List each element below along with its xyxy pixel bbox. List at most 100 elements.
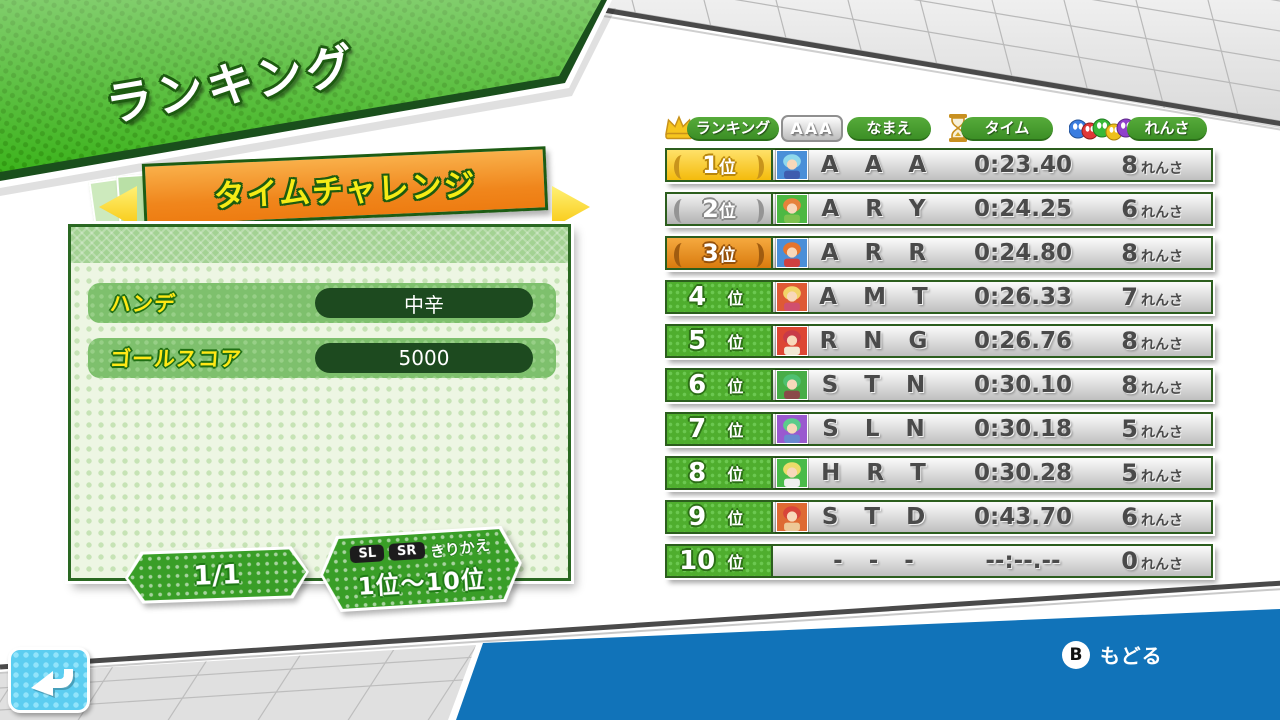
player-name: H R T bbox=[821, 460, 935, 486]
rank-suffix: 位 bbox=[727, 421, 744, 440]
setting-value: 中辛 bbox=[315, 288, 533, 318]
chain-suffix: れんさ bbox=[1141, 513, 1183, 529]
chain-suffix: れんさ bbox=[1141, 293, 1183, 309]
touch-back-button[interactable] bbox=[8, 647, 90, 713]
header-chain: れんさ bbox=[1127, 117, 1207, 141]
back-label: もどる bbox=[1100, 644, 1163, 668]
character-avatar bbox=[776, 414, 808, 444]
chain-count: 6 bbox=[1121, 503, 1138, 531]
rank-range-switcher[interactable]: SL SR きりかえ 1位〜10位 bbox=[318, 525, 524, 613]
rank-suffix: 位 bbox=[727, 377, 744, 396]
rank-suffix: 位 bbox=[727, 553, 744, 572]
record-time: 0:24.80 bbox=[974, 240, 1072, 266]
b-button-icon[interactable]: B bbox=[1062, 640, 1090, 669]
record-time: 0:30.28 bbox=[974, 460, 1072, 486]
rank-suffix: 位 bbox=[718, 157, 736, 178]
chain-count: 8 bbox=[1121, 371, 1138, 399]
chain-count: 8 bbox=[1121, 239, 1138, 267]
chain-suffix: れんさ bbox=[1141, 557, 1183, 573]
character-avatar bbox=[776, 458, 808, 488]
chain-cell: 8 れんさ bbox=[1098, 327, 1211, 355]
rank-suffix: 位 bbox=[727, 465, 744, 484]
switch-action-label: きりかえ bbox=[428, 535, 491, 562]
chain-count: 7 bbox=[1121, 283, 1138, 311]
rank-number: 10 bbox=[679, 546, 716, 576]
character-avatar bbox=[776, 238, 808, 268]
rank-number: 2 bbox=[702, 195, 719, 223]
table-row-7: 7 位 S L N 0:30.18 5 れんさ bbox=[665, 412, 1213, 446]
chain-cell: 8 れんさ bbox=[1098, 371, 1211, 399]
record-time: 0:24.25 bbox=[974, 196, 1072, 222]
character-avatar bbox=[776, 326, 808, 356]
rank-badge: 10 位 bbox=[667, 546, 773, 576]
chain-count: 0 bbox=[1121, 547, 1138, 575]
record-time: 0:43.70 bbox=[974, 504, 1072, 530]
return-arrow-icon bbox=[31, 669, 73, 696]
record-time: 0:26.76 bbox=[974, 328, 1072, 354]
rank-number: 9 bbox=[688, 502, 707, 532]
rank-number: 7 bbox=[688, 414, 707, 444]
chain-suffix: れんさ bbox=[1141, 161, 1183, 177]
table-row-10: 10 位 - - - --:--.-- 0 れんさ bbox=[665, 544, 1213, 578]
chain-cell: 7 れんさ bbox=[1098, 283, 1211, 311]
record-time: 0:30.18 bbox=[974, 416, 1072, 442]
player-name: A A A bbox=[820, 152, 936, 178]
setting-label: ゴールスコア bbox=[109, 347, 243, 371]
page-indicator-tag: 1/1 bbox=[124, 546, 310, 604]
ranking-table-header: ランキング AAA なまえ タイム れんさ bbox=[665, 112, 1213, 146]
rank-suffix: 位 bbox=[718, 201, 736, 222]
rank-number: 4 bbox=[688, 282, 707, 312]
rank-number: 3 bbox=[702, 239, 719, 267]
header-time: タイム bbox=[961, 117, 1053, 141]
character-avatar bbox=[776, 502, 808, 532]
sl-button[interactable]: SL bbox=[350, 544, 385, 563]
chain-suffix: れんさ bbox=[1141, 425, 1183, 441]
header-ranking: ランキング bbox=[687, 117, 779, 141]
setting-value: 5000 bbox=[315, 343, 533, 373]
rank-suffix: 位 bbox=[727, 333, 744, 352]
chain-count: 5 bbox=[1121, 415, 1138, 443]
rank-range-label: 1位〜10位 bbox=[357, 565, 487, 601]
rank-number: 8 bbox=[688, 458, 707, 488]
rank-number: 1 bbox=[702, 151, 719, 179]
player-name: R N G bbox=[819, 328, 937, 354]
record-time: 0:23.40 bbox=[974, 152, 1072, 178]
player-name: S L N bbox=[822, 416, 934, 442]
character-avatar bbox=[776, 150, 808, 180]
name-format-badge: AAA bbox=[781, 115, 843, 142]
record-time: 0:26.33 bbox=[974, 284, 1072, 310]
chain-cell: 6 れんさ bbox=[1098, 195, 1211, 223]
table-row-4: 4 位 A M T 0:26.33 7 れんさ bbox=[665, 280, 1213, 314]
sr-button[interactable]: SR bbox=[389, 542, 425, 561]
chain-cell: 8 れんさ bbox=[1098, 239, 1211, 267]
crown-icon bbox=[665, 115, 693, 140]
rank-number: 5 bbox=[688, 326, 707, 356]
setting-row-goal-score: ゴールスコア 5000 bbox=[88, 338, 556, 378]
chain-count: 6 bbox=[1121, 195, 1138, 223]
player-name: A M T bbox=[819, 284, 937, 310]
mode-settings-panel: ハンデ 中辛 ゴールスコア 5000 bbox=[68, 224, 571, 581]
record-time: 0:30.10 bbox=[974, 372, 1072, 398]
chain-cell: 5 れんさ bbox=[1098, 415, 1211, 443]
chain-cell: 8 れんさ bbox=[1098, 151, 1211, 179]
rank-suffix: 位 bbox=[727, 289, 744, 308]
player-name: A R R bbox=[820, 240, 936, 266]
record-time: --:--.-- bbox=[985, 548, 1061, 574]
player-name: S T D bbox=[821, 504, 935, 530]
character-avatar bbox=[776, 194, 808, 224]
chain-count: 8 bbox=[1121, 327, 1138, 355]
back-hint[interactable]: B もどる bbox=[1062, 640, 1163, 669]
puyo-set-icon bbox=[1069, 118, 1135, 141]
chain-cell: 6 れんさ bbox=[1098, 503, 1211, 531]
chain-suffix: れんさ bbox=[1141, 337, 1183, 353]
